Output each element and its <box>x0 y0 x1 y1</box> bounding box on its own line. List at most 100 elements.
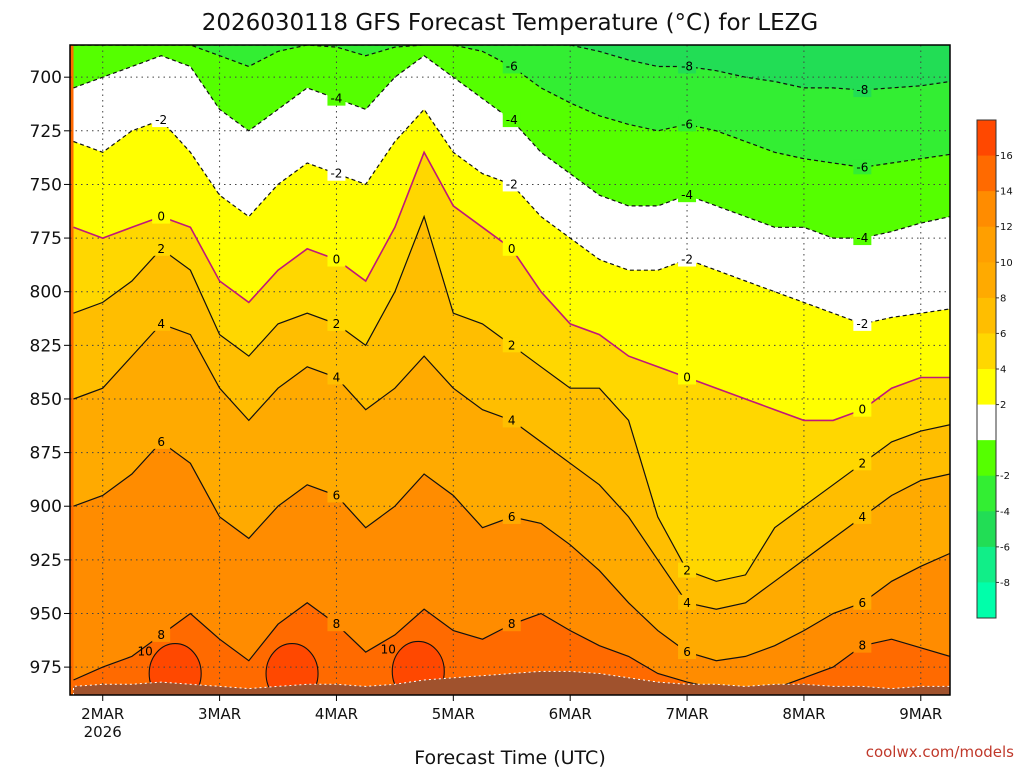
x-tick-label: 5MAR <box>432 705 475 723</box>
isotherm-label-bg <box>678 251 697 267</box>
isotherm-label: 6 <box>859 596 867 610</box>
y-tick-label: 800 <box>30 283 62 303</box>
warm-core-label: 10 <box>138 645 153 659</box>
colorbar-segment <box>977 369 996 406</box>
isotherm-label: 0 <box>333 253 341 267</box>
isotherm-label: 6 <box>508 510 516 524</box>
colorbar-segment <box>977 511 996 548</box>
colorbar-label: -2 <box>1000 471 1010 482</box>
isotherm-label-bg <box>853 455 872 471</box>
colorbar-segment <box>977 226 996 263</box>
warm-core-label: 10 <box>381 642 396 656</box>
isotherm-label: 0 <box>508 242 516 256</box>
isotherm-label-bg <box>327 90 346 106</box>
isotherm--8 <box>73 45 950 91</box>
y-tick-label: 875 <box>30 444 62 464</box>
warm-core-outline-0 <box>148 643 202 695</box>
isotherm-label-bg <box>502 337 521 353</box>
y-tick-label: 925 <box>30 551 62 571</box>
chart-title: 2026030118 GFS Forecast Temperature (°C)… <box>202 10 819 36</box>
isotherm-label: 2 <box>157 242 165 256</box>
isotherm-label-bg <box>327 616 346 632</box>
band-above--8 <box>73 45 950 90</box>
isotherm-label-bg <box>853 315 872 331</box>
y-tick-label: 725 <box>30 122 62 142</box>
colorbar-label: 2 <box>1000 400 1006 411</box>
warm-core-outline-2 <box>391 640 445 695</box>
isotherm-label: -4 <box>681 188 693 202</box>
isotherm-label-bg <box>152 315 171 331</box>
isotherm-label-bg <box>502 58 521 74</box>
isotherm-label-bg <box>327 315 346 331</box>
colorbar-segment <box>977 582 996 619</box>
isotherm-label: 0 <box>683 371 691 385</box>
isotherm-label: 4 <box>157 317 165 331</box>
colorbar-label: 16 <box>1000 151 1013 162</box>
isotherm-label: -4 <box>330 92 342 106</box>
colorbar-label: 6 <box>1000 329 1006 340</box>
isotherm-label: -2 <box>506 177 518 191</box>
isotherm-label-bg <box>152 112 171 128</box>
isotherm-label-bg <box>678 562 697 578</box>
isotherm--2 <box>73 108 950 325</box>
isotherm-label: 0 <box>859 403 867 417</box>
x-tick-label: 2MAR <box>81 705 124 723</box>
colorbar-label: 12 <box>1000 222 1013 233</box>
gridlines <box>70 45 950 695</box>
isotherm-label: -2 <box>155 113 167 127</box>
isotherm-label: -6 <box>506 59 518 73</box>
isotherm-label-bg <box>502 112 521 128</box>
colorbar-segment <box>977 191 996 228</box>
isotherm-label-bg <box>853 637 872 653</box>
colorbar-label: -4 <box>1000 507 1010 518</box>
isotherm-label-bg <box>678 644 697 660</box>
x-tick-label: 3MAR <box>198 705 241 723</box>
y-tick-label: 850 <box>30 390 62 410</box>
colorbar-segment <box>977 440 996 477</box>
y-tick-label: 975 <box>30 658 62 678</box>
isotherm-label: 6 <box>157 435 165 449</box>
isotherm-label: -2 <box>330 167 342 181</box>
isotherm-label: 8 <box>508 617 516 631</box>
isotherm-label-bg <box>853 594 872 610</box>
isotherm-label-bg <box>152 626 171 642</box>
isotherm-label-bg <box>678 58 697 74</box>
x-tick-label: 9MAR <box>899 705 942 723</box>
colorbar-label: 4 <box>1000 365 1006 376</box>
isotherm-label-bg <box>152 208 171 224</box>
isotherm-label: 4 <box>683 596 691 610</box>
isotherm-label: -4 <box>506 113 518 127</box>
x-tick-label: 6MAR <box>549 705 592 723</box>
y-tick-label: 825 <box>30 336 62 356</box>
y-tick-label: 900 <box>30 497 62 517</box>
isotherm-label: -2 <box>681 253 693 267</box>
isotherm-label-bg <box>678 369 697 385</box>
isotherm-label-bg <box>678 187 697 203</box>
isotherm-label: 2 <box>333 317 341 331</box>
warm-core-outline-1 <box>265 643 319 695</box>
isotherm-label: 2 <box>683 564 691 578</box>
isotherm-label: -6 <box>856 160 868 174</box>
y-tick-label: 950 <box>30 604 62 624</box>
y-tick-label: 775 <box>30 229 62 249</box>
isotherm-label: 6 <box>333 488 341 502</box>
isotherm-label: -2 <box>856 317 868 331</box>
y-axis: 700 725 750 775 800 825 850 875 900 925 950 975 <box>30 68 70 678</box>
isotherm-label: 2 <box>859 456 867 470</box>
colorbar-segment <box>977 297 996 334</box>
isotherm-label-bg <box>853 508 872 524</box>
y-tick-label: 700 <box>30 68 62 88</box>
warm-core-1 <box>266 643 319 695</box>
isotherm-label-bg <box>327 369 346 385</box>
x-tick-sublabel: 2026 <box>84 723 122 741</box>
colorbar-label: 14 <box>1000 187 1013 198</box>
colorbar-label: -6 <box>1000 542 1010 553</box>
isotherm-label-bg <box>678 594 697 610</box>
terrain <box>73 670 950 695</box>
colorbar-label: -8 <box>1000 578 1010 589</box>
band-above--6 <box>73 45 950 168</box>
isotherm-label: 4 <box>508 413 516 427</box>
isotherm--6 <box>73 45 950 168</box>
isotherm-label: -4 <box>856 231 868 245</box>
